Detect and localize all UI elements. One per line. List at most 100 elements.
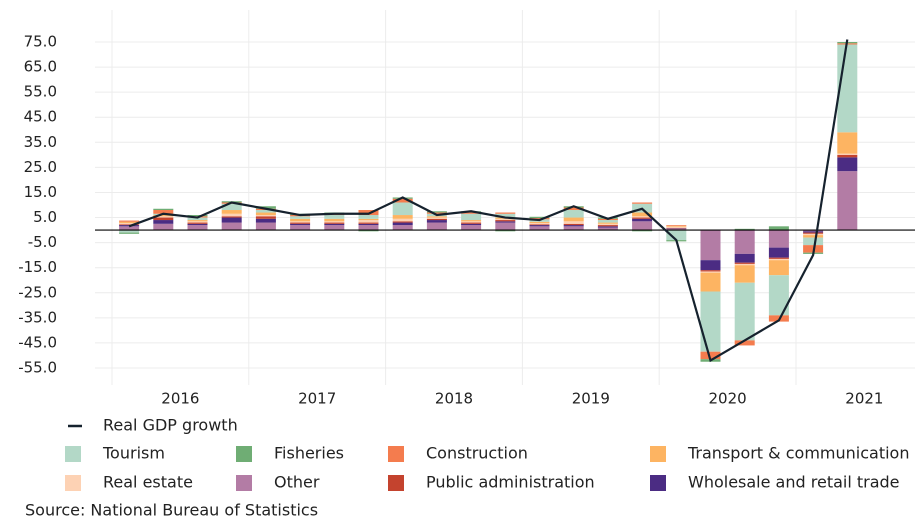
bar-segment xyxy=(358,222,379,224)
bar-segment xyxy=(529,226,550,231)
y-tick-label: -35.0 xyxy=(18,308,57,326)
bar-segment xyxy=(768,230,789,248)
bar-segment xyxy=(187,222,208,224)
bar-segment xyxy=(632,216,653,218)
bar-segment xyxy=(255,210,276,213)
bar-segment xyxy=(461,222,482,224)
bar-segment xyxy=(700,271,721,273)
legend-label: Transport & communication xyxy=(687,444,909,463)
bar-segment xyxy=(529,223,550,225)
bar-segment xyxy=(290,218,311,222)
bar-segment xyxy=(495,218,516,221)
bar-segment xyxy=(495,220,516,222)
bar-segment xyxy=(563,217,584,222)
bar-segment xyxy=(734,340,755,346)
y-tick-label: 55.0 xyxy=(24,83,57,101)
bar-segment xyxy=(426,212,447,214)
bar-segment xyxy=(768,275,789,316)
bar-segment xyxy=(803,230,824,232)
bar-segment xyxy=(221,216,242,218)
bar-segment xyxy=(290,216,311,219)
bar-segment xyxy=(803,235,824,238)
y-tick-label: 15.0 xyxy=(24,183,57,201)
bar-segment xyxy=(290,225,311,231)
bar-segment xyxy=(358,215,379,219)
bar-segment xyxy=(563,207,584,211)
bar-segment xyxy=(119,226,140,231)
bar-segment xyxy=(426,220,447,223)
y-tick-label: 75.0 xyxy=(24,33,57,51)
y-tick-label: -5.0 xyxy=(28,233,57,251)
bar-segment xyxy=(119,223,140,225)
bar-segment xyxy=(734,263,755,266)
y-tick-label: -55.0 xyxy=(18,359,57,377)
bar-segment xyxy=(632,221,653,231)
bar-segment xyxy=(153,216,174,218)
bar-segment xyxy=(358,230,379,232)
bar-segment xyxy=(632,230,653,232)
bar-segment xyxy=(358,220,379,223)
bar-segment xyxy=(358,225,379,231)
bar-segment xyxy=(734,230,755,254)
legend-label: Fisheries xyxy=(274,444,344,463)
bar-segment xyxy=(153,223,174,231)
y-tick-label: -45.0 xyxy=(18,333,57,351)
legend-label: Public administration xyxy=(426,473,595,492)
bar-segment xyxy=(461,221,482,223)
bar-segment xyxy=(187,215,208,217)
bar-segment xyxy=(529,224,550,226)
bar-segment xyxy=(563,221,584,224)
bar-segment xyxy=(324,225,345,231)
bar-segment xyxy=(324,222,345,224)
bar-segment xyxy=(461,223,482,226)
bar-segment xyxy=(392,221,413,223)
bar-segment xyxy=(529,218,550,220)
bar-segment xyxy=(597,225,618,227)
bar-segment xyxy=(597,226,618,228)
bar-segment xyxy=(255,222,276,231)
bar-segment xyxy=(358,218,379,221)
bar-segment xyxy=(255,215,276,217)
y-tick-label: 45.0 xyxy=(24,108,57,126)
bar-segment xyxy=(734,282,755,341)
bar-segment xyxy=(563,226,584,231)
bar-segment xyxy=(666,227,687,229)
bar-segment xyxy=(426,222,447,231)
bar-segment xyxy=(632,212,653,217)
legend-label: Real estate xyxy=(103,473,193,492)
bar-segment xyxy=(426,211,447,213)
bar-segment xyxy=(324,215,345,219)
y-tick-label: 65.0 xyxy=(24,58,57,76)
bar-segment xyxy=(392,225,413,231)
x-tick-label: 2017 xyxy=(298,390,336,408)
bar-segment xyxy=(734,253,755,263)
bar-segment xyxy=(426,218,447,221)
bar-segment xyxy=(392,198,413,203)
bar-segment xyxy=(700,230,721,261)
bar-segment xyxy=(392,202,413,216)
bar-segment xyxy=(666,228,687,229)
bar-segment xyxy=(255,216,276,219)
legend-swatch xyxy=(65,446,81,462)
bar-segment xyxy=(837,154,858,158)
bar-segment xyxy=(632,217,653,219)
bar-segment xyxy=(666,225,687,226)
bar-segment xyxy=(461,220,482,222)
bar-segment xyxy=(700,291,721,352)
bar-segment xyxy=(768,258,789,261)
bar-segment xyxy=(187,217,208,221)
bar-segment xyxy=(324,218,345,222)
legend-swatch xyxy=(236,475,252,491)
bar-segment xyxy=(700,270,721,272)
bar-segment xyxy=(666,225,687,227)
bar-segment xyxy=(666,230,687,241)
bar-segment xyxy=(290,222,311,224)
bar-segment xyxy=(563,223,584,226)
bar-segment xyxy=(837,171,858,231)
y-tick-label: 35.0 xyxy=(24,133,57,151)
bar-segment xyxy=(837,157,858,172)
legend-label: Construction xyxy=(426,444,528,463)
bar-segment xyxy=(426,216,447,218)
bar-segment xyxy=(153,215,174,217)
bar-segment xyxy=(187,225,208,231)
